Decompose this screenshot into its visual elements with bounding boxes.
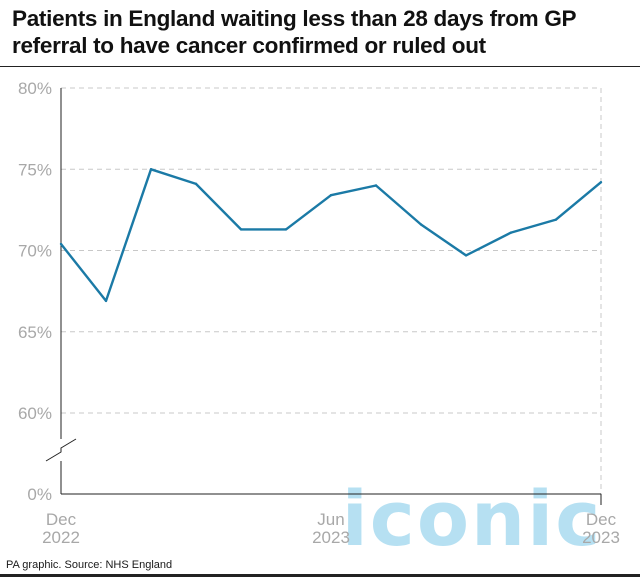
data-point — [284, 228, 288, 231]
gridlines — [61, 87, 602, 494]
data-point — [239, 228, 243, 231]
watermark-text: iconic — [342, 474, 603, 563]
y-tick-label: 0% — [27, 485, 52, 504]
x-tick-label-month: Dec — [586, 510, 617, 529]
series — [59, 168, 603, 303]
series-line — [60, 168, 602, 303]
data-point — [329, 194, 333, 197]
data-point — [464, 254, 468, 257]
title-divider — [0, 66, 640, 67]
data-point — [194, 182, 198, 186]
x-tick-label-year: 2023 — [582, 528, 620, 547]
x-tick-label-year: 2022 — [42, 528, 80, 547]
axes — [45, 88, 602, 505]
y-tick-label: 60% — [18, 404, 52, 423]
x-tick-label-month: Dec — [46, 510, 77, 529]
x-tick-label-year: 2023 — [312, 528, 350, 547]
axis-break — [45, 438, 77, 462]
data-point — [149, 168, 153, 171]
data-point — [419, 223, 423, 226]
y-tick-label: 75% — [18, 160, 52, 179]
data-point — [554, 218, 558, 221]
data-point — [509, 231, 513, 234]
data-point — [104, 299, 108, 303]
source-note: PA graphic. Source: NHS England — [6, 559, 173, 571]
y-tick-label: 70% — [18, 242, 52, 261]
y-tick-label: 65% — [18, 323, 52, 342]
iconic-watermark: iconic — [342, 474, 603, 563]
chart-title: Patients in England waiting less than 28… — [12, 6, 576, 58]
data-point — [59, 242, 63, 246]
data-point — [599, 181, 603, 184]
data-point — [374, 184, 378, 187]
x-tick-label-month: Jun — [317, 510, 344, 529]
bottom-divider — [0, 574, 640, 577]
y-tick-label: 80% — [18, 79, 52, 98]
